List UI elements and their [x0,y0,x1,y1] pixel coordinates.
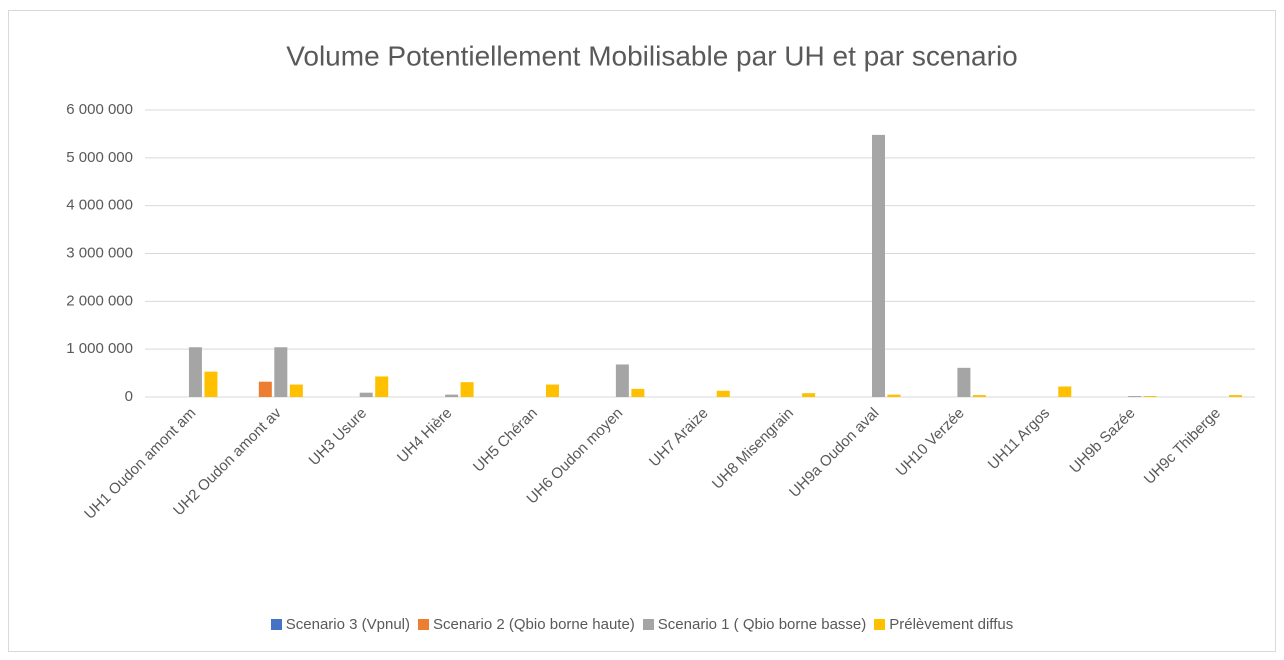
legend-swatch [418,619,429,630]
y-tick-label: 4 000 000 [66,197,133,214]
bar [545,384,559,397]
bar [631,388,645,397]
legend-swatch [874,619,886,630]
bar [188,347,202,397]
legend-item: Scenario 1 ( Qbio borne basse) [642,616,867,633]
bar [802,393,816,397]
y-tick-label: 1 000 000 [66,340,133,357]
y-tick-label: 2 000 000 [66,292,133,309]
y-tick-label: 0 [125,388,133,405]
chart-frame [8,10,1276,652]
bar [359,392,373,397]
legend-swatch [642,619,654,630]
bar [274,347,288,397]
y-tick-label: 5 000 000 [66,149,133,166]
bar [972,395,986,397]
legend-item: Scenario 3 (Vpnul) [270,616,410,633]
y-tick-label: 3 000 000 [66,244,133,261]
bar [445,394,459,397]
bar [289,384,303,397]
bar [716,390,730,397]
y-tick-label: 6 000 000 [66,101,133,118]
legend-label: Prélèvement diffus [889,616,1014,633]
bar [872,134,886,397]
bar [460,382,474,397]
bar [1058,386,1072,397]
chart-title: Volume Potentiellement Mobilisable par U… [286,40,1018,71]
bar [204,371,218,397]
bar [1128,396,1142,397]
legend-swatch [270,619,282,630]
bar [1229,395,1243,397]
legend-item: Prélèvement diffus [874,616,1013,633]
bar [1143,396,1157,397]
legend: Scenario 3 (Vpnul) Scenario 2 (Qbio borne… [0,616,1284,633]
legend-item: Scenario 2 (Qbio borne haute) [418,616,635,633]
legend-label: Scenario 1 ( Qbio borne basse) [657,616,867,633]
bar [957,367,971,397]
bar [258,381,272,397]
bar [887,394,901,397]
legend-label: Scenario 3 (Vpnul) [285,616,410,633]
bar [375,376,389,397]
legend-label: Scenario 2 (Qbio borne haute) [433,616,635,633]
bar [615,364,629,397]
